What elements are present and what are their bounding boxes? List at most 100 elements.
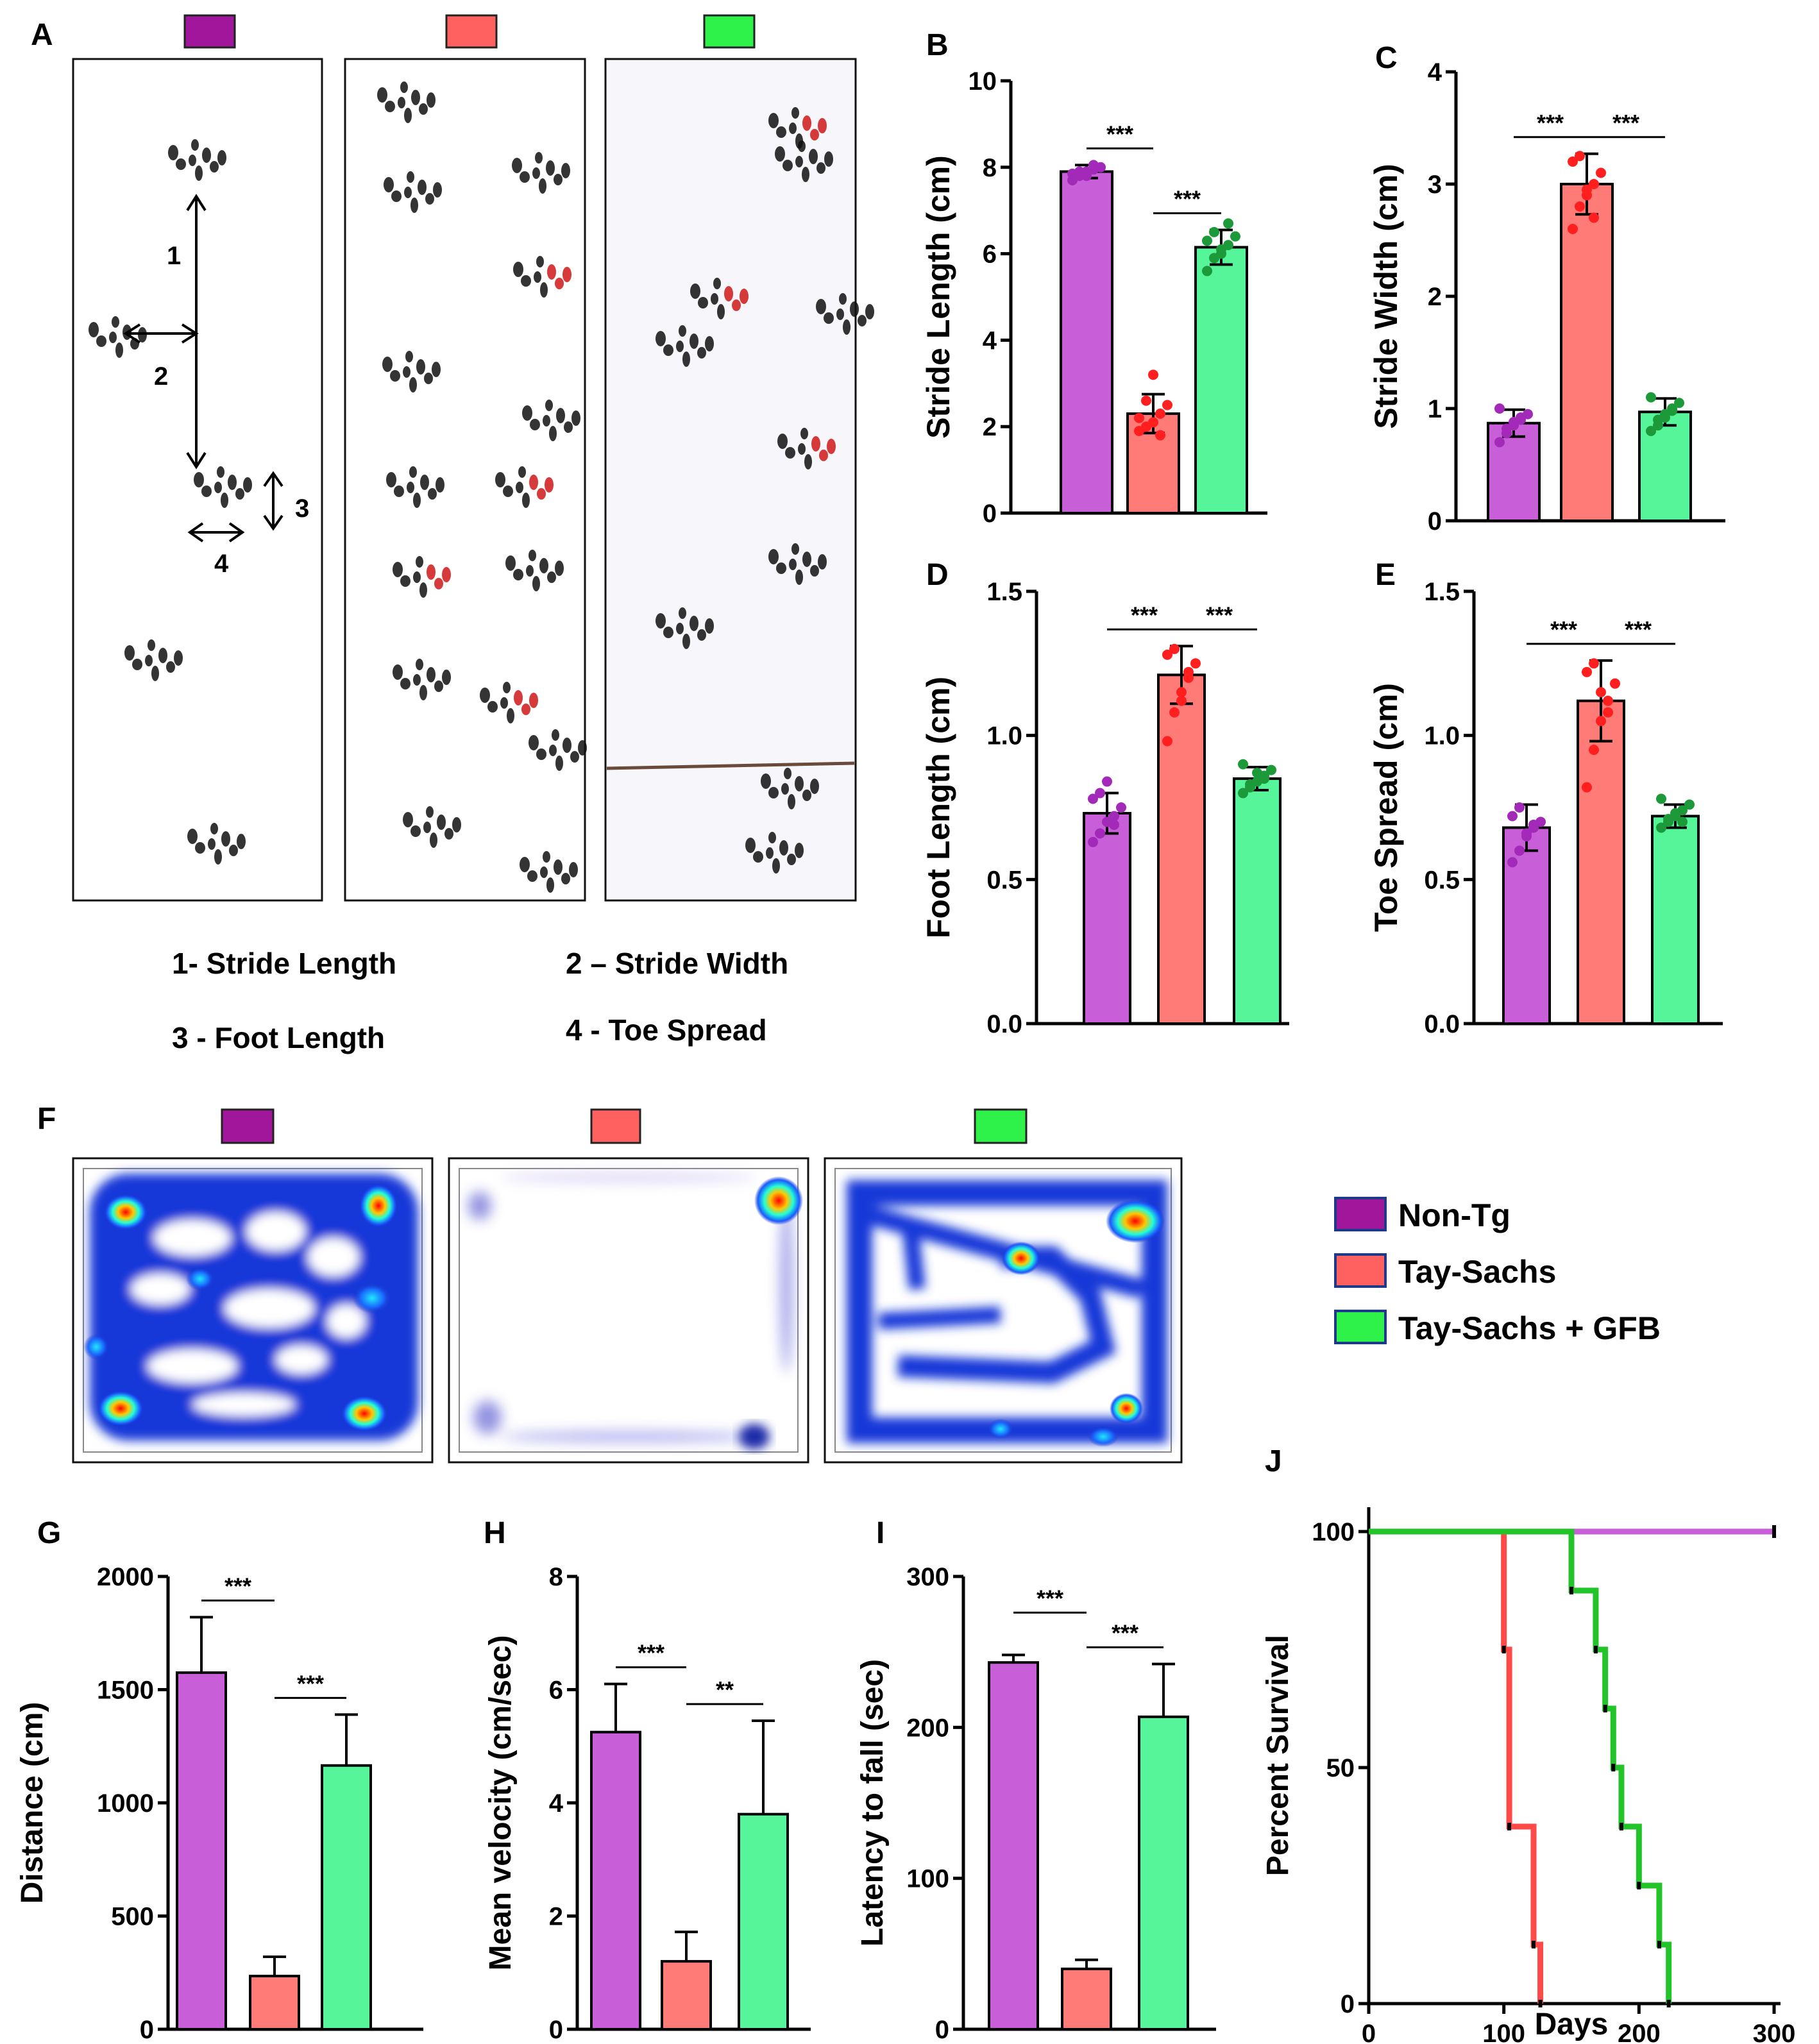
footprint-mark [816,299,826,314]
footprint-mark [377,87,387,103]
significance-label: *** [1112,1619,1138,1646]
legend-swatch-taysachs [1334,1253,1387,1288]
data-point [1667,405,1677,416]
data-point [1266,764,1276,775]
footprint-mark [432,362,441,377]
footprint-mark [89,322,99,337]
footprint-mark [529,735,539,750]
footprint-mark [214,482,222,493]
data-point [1582,666,1592,677]
arrowhead [186,452,207,469]
panel-letter-c: C [1375,41,1398,75]
heatmap-inner-frame [834,1168,1172,1453]
footprint-mark [811,436,820,452]
footprint-mark [516,482,523,493]
footprint-mark [775,146,785,162]
footprint-mark [810,129,819,140]
y-axis-label: Mean velocity (cm/sec) [484,1635,518,1971]
footprint-mark [787,854,796,865]
panel-letter-j: J [1265,1444,1282,1478]
arrow-label-4: 4 [214,550,229,578]
footprint-mark [549,745,557,756]
footprint-mark [772,858,780,874]
footprint [377,81,436,123]
footprint-mark [798,443,806,455]
footprint-mark [690,616,698,631]
footprint-mark [427,667,436,682]
footprint-mark [189,155,196,166]
footprint-mark [243,477,252,493]
footprint-mark [753,851,763,863]
significance-label: *** [297,1670,324,1696]
footprint-mark [520,857,530,872]
data-point [1141,395,1151,406]
bar-tay-sachs-gfb [738,1812,789,2031]
footprint-mark [386,472,396,487]
data-point [1516,412,1526,423]
y-tick-label: 0 [1428,507,1442,536]
footprint-mark [795,570,803,585]
footprint-mark [540,282,548,298]
footprint [194,466,252,508]
footprint-mark [663,627,673,638]
footprint-mark [411,90,420,105]
footprint-mark [96,335,106,347]
footprint-mark [545,400,553,411]
y-axis-label: Stride Length (cm) [920,155,956,439]
footprint-mark [520,171,530,183]
y-tick-label: 0 [140,2016,154,2044]
footprint-mark [407,482,414,493]
footprint-mark [434,680,443,692]
y-axis-label: Latency to fall (sec) [856,1659,890,1947]
footprint-mark [536,256,544,267]
footprint-mark [480,688,490,703]
footprint-mark [795,156,803,167]
data-point [1223,218,1233,229]
data-point [1169,643,1180,654]
arrow-label-2: 2 [154,362,168,391]
footprint-mark [384,177,394,192]
data-point [1596,716,1606,727]
footprint-mark [400,81,408,93]
data-point [1088,793,1098,804]
footprint-mark [452,817,461,832]
footprint-mark [563,267,571,282]
footprint [382,351,441,393]
legend-label-taysachs: Tay-Sachs [1398,1254,1556,1290]
footprint [384,171,442,213]
chart-d: 0.0 0.5 1.0 1.5 Foot Length (cm) *** *** [920,578,1289,1038]
heatmap-inner-frame [459,1168,799,1453]
footprint [520,851,578,893]
footprint-mark [191,139,199,151]
footprint [505,550,564,591]
y-tick-label: 300 [906,1563,949,1591]
footprint [656,325,714,367]
footprint-mark [768,787,779,798]
data-point [1088,160,1099,171]
censor-tick [1657,1941,1661,1948]
data-point [1568,224,1578,234]
heatmap-frame-taysachs [448,1157,809,1464]
significance-label: *** [1550,616,1577,643]
footprint-mark [546,160,555,176]
data-point [1230,231,1240,242]
footprint-mark [187,829,198,844]
y-axis-label: Distance (cm) [15,1702,49,1904]
data-point [1116,802,1126,813]
heatmap-taysachs [468,1174,793,1442]
footprint-mark [409,466,417,478]
data-point [1646,426,1656,436]
panel-letter-f: F [37,1102,56,1136]
footprint-mark [569,862,578,877]
footprint-mark [818,118,827,133]
footprint-mark [487,701,498,713]
footprint-mark [740,289,749,304]
legend-swatch-taysachs-gfb [1334,1310,1387,1344]
bar-tay-sachs-gfb [1233,777,1282,1025]
data-point [1603,707,1613,718]
data-point [1216,244,1226,255]
censor-tick [1502,1646,1506,1653]
footprint-mark [158,648,167,663]
footprint-mark [698,297,708,308]
data-point [1494,437,1505,448]
